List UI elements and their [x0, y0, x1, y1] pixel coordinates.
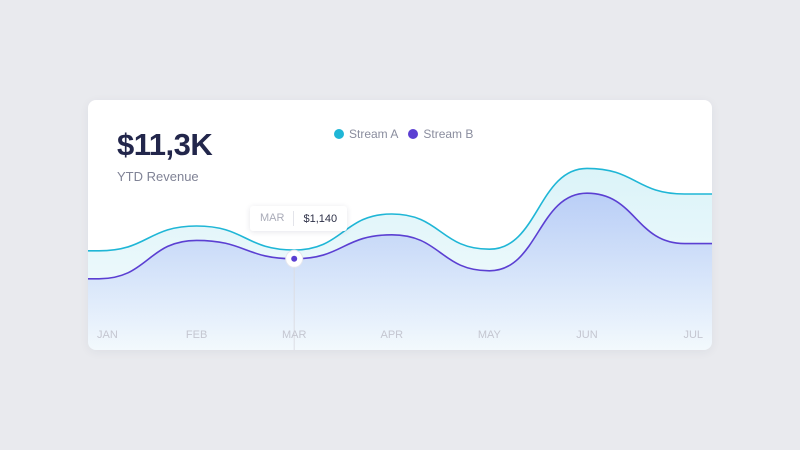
line-stream-a[interactable]: [88, 167, 712, 252]
line-stream-b[interactable]: [88, 192, 712, 280]
area-chart[interactable]: JAN FEB MAR APR MAY JUN JUL: [88, 100, 712, 350]
x-tick-feb: FEB: [186, 329, 207, 341]
x-tick-apr: APR: [380, 329, 403, 341]
legend-dot-stream-b: [408, 129, 419, 139]
kpi-value: $11,3K: [117, 127, 213, 162]
x-tick-jun: JUN: [576, 329, 597, 341]
tooltip-month: MAR: [260, 211, 295, 226]
chart-tooltip: MAR $1,140: [250, 206, 348, 231]
x-tick-mar: MAR: [282, 329, 307, 341]
highlight-dot: [291, 255, 298, 262]
x-tick-may: MAY: [478, 329, 502, 341]
x-tick-jan: JAN: [97, 329, 118, 341]
legend-dot-stream-a: [334, 129, 344, 139]
x-tick-jul: JUL: [683, 329, 703, 341]
legend-item-stream-a[interactable]: Stream A: [334, 127, 398, 141]
legend-label-stream-b: Stream B: [423, 127, 474, 141]
revenue-card: $11,3K YTD Revenue Stream A Stream B JAN…: [88, 100, 712, 350]
tooltip-value: $1,140: [303, 212, 338, 225]
chart-legend: Stream A Stream B: [334, 127, 483, 141]
legend-label-stream-a: Stream A: [349, 127, 399, 141]
area-stream-b: [88, 193, 712, 350]
legend-item-stream-b[interactable]: Stream B: [408, 127, 473, 141]
kpi-label: YTD Revenue: [117, 169, 199, 184]
